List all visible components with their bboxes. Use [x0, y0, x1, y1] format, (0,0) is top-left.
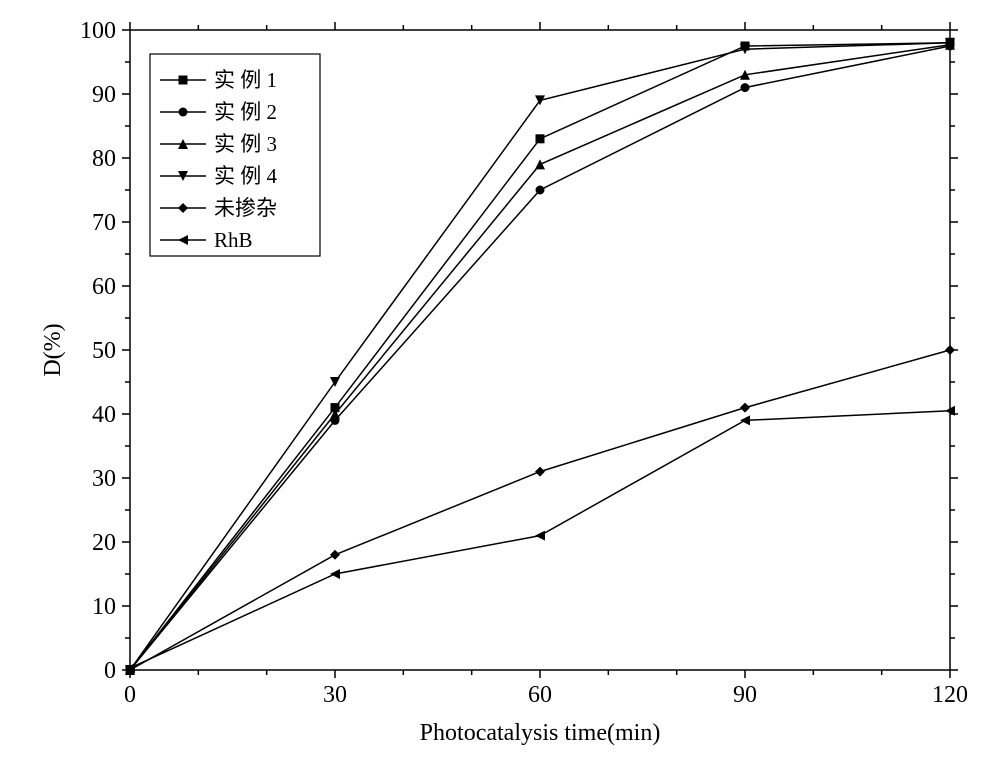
y-tick-label: 100	[80, 18, 116, 44]
legend-marker-ex2	[179, 108, 188, 117]
x-tick-label: 120	[932, 682, 968, 708]
x-axis-title: Photocatalysis time(min)	[420, 720, 661, 746]
y-tick-label: 10	[92, 594, 116, 620]
chart-container: 0 30 60 90 120 0 10 20 30 40 50 60 70 80 90 100 Photocat…	[0, 0, 1000, 774]
x-tick-label: 0	[124, 682, 136, 708]
legend-label-ex1: 实 例 1	[214, 68, 277, 92]
y-axis-title: D(%)	[40, 323, 66, 376]
y-tick-label: 60	[92, 274, 116, 300]
y-tick-label: 40	[92, 402, 116, 428]
y-tick-label: 20	[92, 530, 116, 556]
x-tick-label: 90	[733, 682, 757, 708]
legend-label-ex3: 实 例 3	[214, 132, 277, 156]
y-tick-label: 80	[92, 146, 116, 172]
y-tick-label: 30	[92, 466, 116, 492]
line-chart: 0 30 60 90 120 0 10 20 30 40 50 60 70 80 90 100 Photocat…	[0, 0, 1000, 774]
y-tick-label: 0	[104, 658, 116, 684]
y-tick-label: 70	[92, 210, 116, 236]
series-marker-ex1	[536, 134, 545, 143]
y-tick-label: 50	[92, 338, 116, 364]
legend-label-rhb: RhB	[214, 228, 253, 252]
legend-label-undoped: 未掺杂	[214, 196, 277, 220]
legend-marker-ex1	[179, 76, 188, 85]
legend-label-ex2: 实 例 2	[214, 100, 277, 124]
series-marker-ex2	[741, 83, 750, 92]
legend-label-ex4: 实 例 4	[214, 164, 277, 188]
x-tick-label: 30	[323, 682, 347, 708]
series-marker-ex2	[536, 186, 545, 195]
y-tick-label: 90	[92, 82, 116, 108]
x-tick-label: 60	[528, 682, 552, 708]
